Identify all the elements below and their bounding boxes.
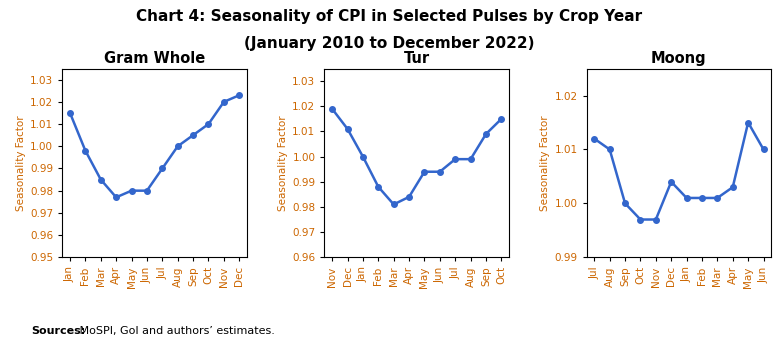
- Text: Sources:: Sources:: [31, 326, 86, 336]
- Title: Tur: Tur: [404, 51, 430, 66]
- Text: Chart 4: Seasonality of CPI in Selected Pulses by Crop Year: Chart 4: Seasonality of CPI in Selected …: [136, 9, 643, 24]
- Text: (January 2010 to December 2022): (January 2010 to December 2022): [245, 36, 534, 51]
- Title: Moong: Moong: [651, 51, 707, 66]
- Title: Gram Whole: Gram Whole: [104, 51, 205, 66]
- Text: MoSPI, GoI and authors’ estimates.: MoSPI, GoI and authors’ estimates.: [76, 326, 275, 336]
- Y-axis label: Seasonality Factor: Seasonality Factor: [278, 115, 288, 211]
- Y-axis label: Seasonality Factor: Seasonality Factor: [541, 115, 550, 211]
- Y-axis label: Seasonality Factor: Seasonality Factor: [16, 115, 26, 211]
